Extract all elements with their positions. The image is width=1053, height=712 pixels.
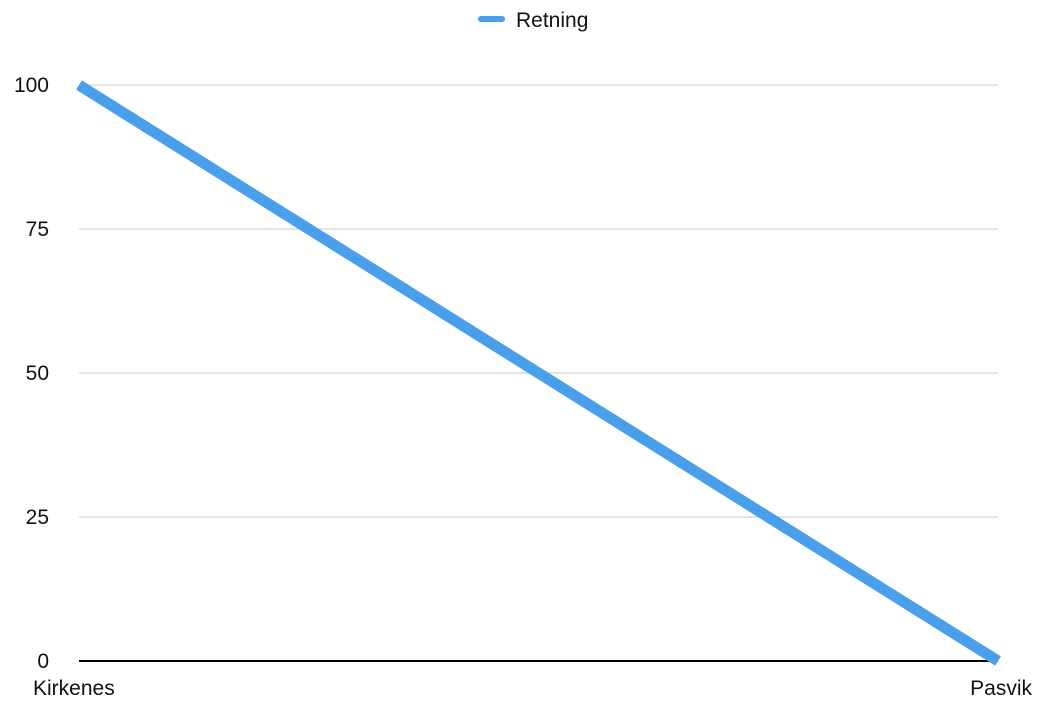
y-axis-ticks: 0 25 50 75 100 <box>14 74 49 673</box>
x-tick-label: Kirkenes <box>33 677 115 700</box>
series-lines <box>76 80 1001 666</box>
x-tick-label: Pasvik <box>970 677 1032 700</box>
y-tick-label: 0 <box>37 650 49 673</box>
y-tick-label: 50 <box>26 362 49 385</box>
legend: Retning <box>478 9 588 32</box>
y-tick-label: 75 <box>26 218 49 241</box>
x-axis-ticks: Kirkenes Pasvik <box>33 677 1032 700</box>
legend-label: Retning <box>516 9 588 32</box>
y-tick-label: 25 <box>26 506 49 529</box>
y-tick-label: 100 <box>14 74 49 97</box>
series-line <box>76 80 1001 666</box>
